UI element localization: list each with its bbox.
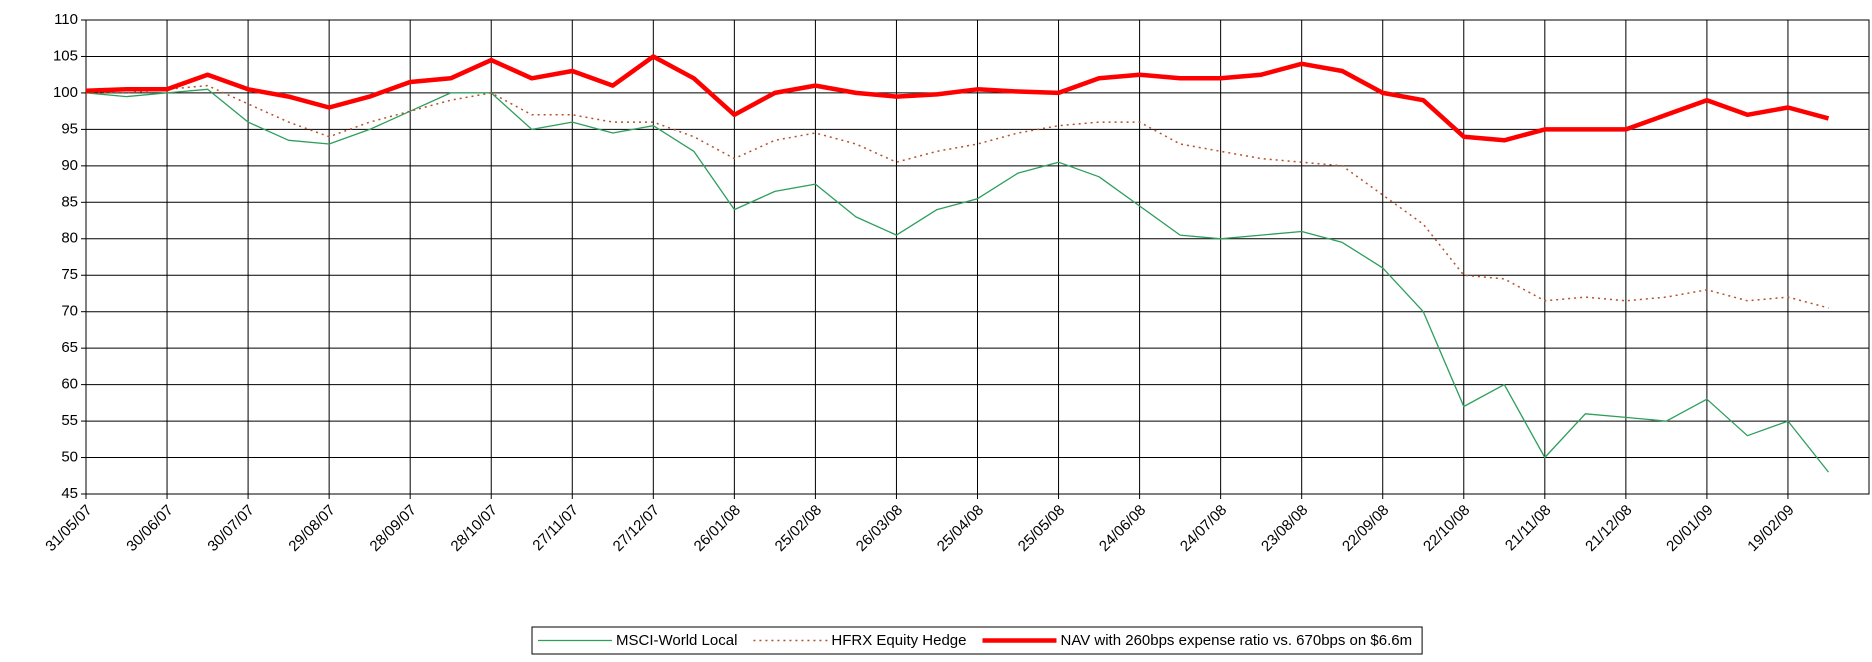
x-tick-label: 22/09/08 <box>1339 502 1392 555</box>
x-tick-label: 23/08/08 <box>1258 502 1311 555</box>
x-tick-label: 31/05/07 <box>42 502 95 555</box>
y-tick-label: 95 <box>61 120 78 137</box>
legend-label: MSCI-World Local <box>616 632 737 649</box>
x-tick-label: 26/03/08 <box>853 502 906 555</box>
legend-label: HFRX Equity Hedge <box>831 632 966 649</box>
y-tick-label: 80 <box>61 230 78 247</box>
x-tick-label: 22/10/08 <box>1420 502 1473 555</box>
x-tick-label: 24/07/08 <box>1177 502 1230 555</box>
y-tick-label: 75 <box>61 266 78 283</box>
x-tick-label: 30/06/07 <box>123 502 176 555</box>
y-tick-label: 55 <box>61 412 78 429</box>
x-tick-label: 30/07/07 <box>204 502 257 555</box>
x-tick-label: 25/04/08 <box>934 502 987 555</box>
y-tick-label: 70 <box>61 303 78 320</box>
x-tick-label: 20/01/09 <box>1663 502 1716 555</box>
x-tick-label: 28/10/07 <box>448 502 501 555</box>
x-tick-label: 27/12/07 <box>610 502 663 555</box>
y-tick-label: 110 <box>54 11 78 28</box>
series-line <box>85 54 1830 143</box>
y-tick-label: 50 <box>61 449 78 466</box>
y-tick-label: 65 <box>61 339 78 356</box>
y-tick-label: 60 <box>61 376 78 393</box>
x-tick-label: 28/09/07 <box>367 502 420 555</box>
x-tick-label: 26/01/08 <box>691 502 744 555</box>
x-tick-label: 24/06/08 <box>1096 502 1149 555</box>
x-tick-label: 21/12/08 <box>1582 502 1635 555</box>
series-line <box>85 88 1830 473</box>
y-tick-label: 100 <box>53 84 78 101</box>
x-tick-label: 27/11/07 <box>529 502 582 555</box>
y-tick-label: 85 <box>61 193 78 210</box>
legend: MSCI-World Local HFRX Equity Hedge NAV wit… <box>531 626 1423 655</box>
legend-box <box>531 626 1423 655</box>
x-tick-label: 29/08/07 <box>285 502 338 555</box>
y-tick-label: 90 <box>61 157 78 174</box>
x-tick-label: 25/05/08 <box>1015 502 1068 555</box>
x-tick-label: 21/11/08 <box>1502 502 1555 555</box>
y-tick-label: 105 <box>53 47 78 64</box>
x-tick-label: 19/02/09 <box>1744 502 1797 555</box>
legend-label: NAV with 260bps expense ratio vs. 670bps… <box>1060 632 1412 649</box>
x-tick-label: 25/02/08 <box>772 502 825 555</box>
y-tick-label: 45 <box>61 485 78 502</box>
